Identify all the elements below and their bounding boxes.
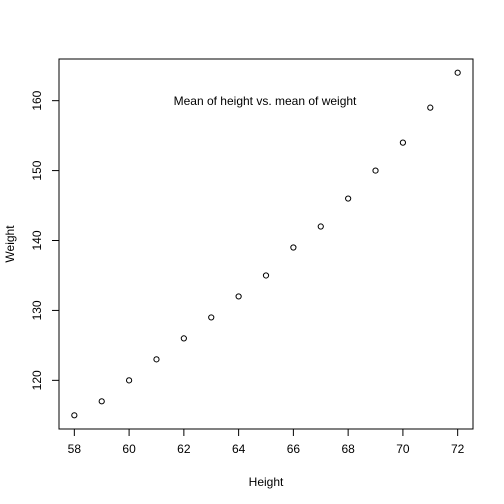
x-tick-label: 62	[177, 442, 191, 456]
chart-annotation: Mean of height vs. mean of weight	[174, 94, 357, 108]
y-axis: 120 130 140 150 160	[30, 90, 60, 390]
data-point	[399, 139, 407, 146]
data-point	[427, 104, 434, 111]
data-point	[153, 356, 160, 363]
data-point	[290, 244, 297, 251]
x-axis-label: Height	[249, 475, 284, 489]
data-point	[208, 314, 215, 321]
plot-frame	[58, 58, 474, 430]
y-tick-label: 130	[30, 300, 44, 320]
y-axis-label: Weight	[3, 225, 17, 263]
data-points	[71, 69, 461, 419]
x-tick-label: 70	[396, 442, 410, 456]
data-point	[262, 272, 270, 279]
data-point	[454, 69, 461, 76]
data-point	[98, 398, 105, 405]
x-tick-label: 58	[68, 442, 82, 456]
y-tick-label: 120	[30, 370, 44, 390]
x-tick-label: 60	[122, 442, 136, 456]
x-axis: 58 60 62 64 66 68 70 72	[68, 428, 465, 456]
data-point	[125, 377, 133, 384]
y-tick-label: 160	[30, 90, 44, 110]
data-point	[345, 195, 352, 202]
data-point	[372, 167, 379, 174]
data-point	[71, 412, 78, 419]
data-point	[180, 335, 187, 342]
x-tick-label: 72	[451, 442, 465, 456]
x-tick-label: 68	[341, 442, 355, 456]
x-tick-label: 64	[232, 442, 246, 456]
x-tick-label: 66	[287, 442, 301, 456]
y-tick-label: 150	[30, 160, 44, 180]
y-tick-label: 140	[30, 230, 44, 250]
data-point	[317, 223, 324, 230]
data-point	[235, 293, 242, 300]
